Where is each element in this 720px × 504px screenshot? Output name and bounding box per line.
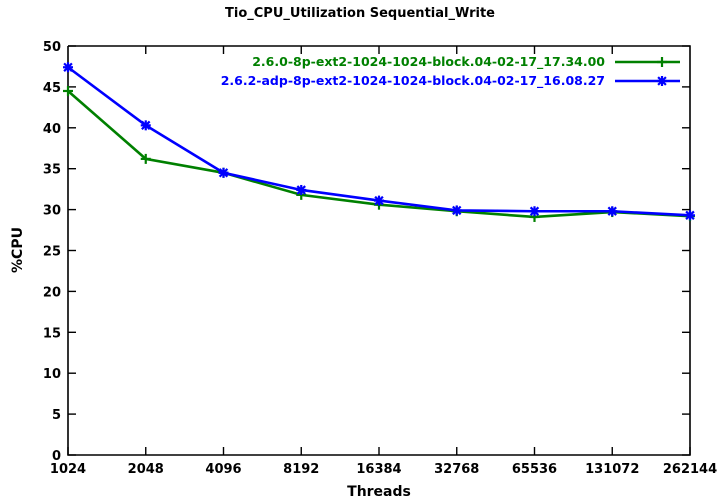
chart-legend: 2.6.0-8p-ext2-1024-1024-block.04-02-17_1… — [221, 54, 680, 89]
y-tick-label: 15 — [43, 326, 61, 341]
legend-label-series-1: 2.6.2-adp-8p-ext2-1024-1024-block.04-02-… — [221, 73, 605, 89]
y-tick-label: 10 — [43, 367, 61, 382]
x-tick-label: 16384 — [356, 462, 401, 477]
y-tick-label: 30 — [43, 204, 61, 219]
cross-marker-icon — [529, 206, 540, 217]
x-tick-label: 8192 — [283, 462, 319, 477]
x-tick-label: 1024 — [50, 462, 86, 477]
cross-marker-icon — [63, 62, 73, 73]
y-axis-title: %CPU — [10, 227, 26, 273]
x-tick-label: 4096 — [205, 462, 241, 477]
plus-marker-icon — [657, 57, 667, 67]
x-tick-label: 2048 — [128, 462, 164, 477]
x-axis-title: Threads — [347, 484, 411, 500]
series-layer — [63, 62, 695, 222]
cross-marker-icon — [218, 167, 229, 178]
x-tick-label: 65536 — [512, 462, 557, 477]
cross-marker-icon — [451, 205, 462, 216]
x-axis-tick-labels: 1024 2048 4096 8192 16384 32768 65536 13… — [50, 462, 717, 477]
y-tick-label: 20 — [43, 285, 61, 300]
legend-label-series-0: 2.6.0-8p-ext2-1024-1024-block.04-02-17_1… — [252, 54, 605, 70]
plus-marker-icon — [140, 153, 151, 164]
legend-sample-layer — [615, 57, 680, 86]
cross-marker-icon — [607, 206, 618, 217]
plus-marker-icon — [63, 85, 73, 96]
x-tick-label: 131072 — [585, 462, 639, 477]
cross-marker-icon — [685, 210, 695, 221]
x-axis-ticks — [67, 46, 691, 455]
cross-marker-icon — [657, 76, 667, 86]
y-tick-label: 25 — [43, 245, 61, 260]
y-tick-label: 35 — [43, 163, 61, 178]
y-tick-label: 5 — [52, 408, 61, 423]
y-tick-label: 40 — [43, 122, 61, 137]
series-line-1 — [67, 66, 691, 217]
y-axis-tick-labels: 0 5 10 15 20 25 30 35 40 45 50 — [43, 40, 61, 464]
plot-frame — [67, 45, 691, 456]
y-tick-label: 0 — [52, 449, 61, 464]
y-axis-ticks — [68, 45, 690, 456]
cross-marker-icon — [374, 195, 384, 206]
cross-marker-icon — [140, 120, 151, 131]
x-tick-label: 262144 — [663, 462, 717, 477]
cross-marker-icon — [296, 184, 307, 195]
y-tick-label: 45 — [43, 81, 61, 96]
x-tick-label: 32768 — [434, 462, 479, 477]
y-tick-label: 50 — [43, 40, 61, 55]
page-title: Tio_CPU_Utilization Sequential_Write — [225, 6, 495, 21]
